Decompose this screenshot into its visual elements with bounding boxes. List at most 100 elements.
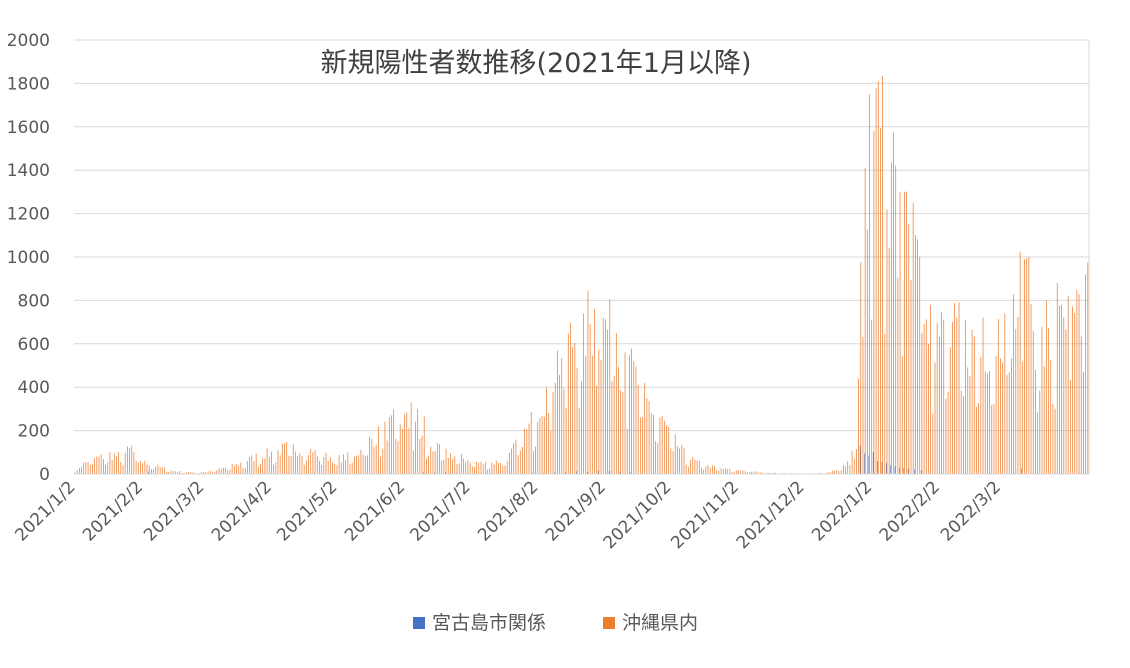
bar-okinawa	[581, 381, 582, 474]
bar-okinawa	[670, 448, 672, 474]
bar-okinawa	[430, 446, 432, 474]
bar-okinawa	[666, 425, 667, 474]
bar-okinawa	[240, 462, 242, 474]
y-tick-label: 200	[18, 422, 50, 442]
bar-okinawa	[862, 336, 864, 474]
bar-okinawa	[314, 450, 316, 474]
bar-okinawa	[941, 312, 942, 474]
bar-okinawa	[613, 376, 615, 474]
bar-okinawa	[116, 456, 117, 474]
bar-okinawa	[847, 461, 849, 474]
bar-okinawa	[633, 361, 635, 474]
bar-okinawa	[441, 460, 443, 474]
bar-okinawa	[720, 468, 722, 474]
bar-okinawa	[888, 247, 890, 474]
bar-okinawa	[78, 467, 80, 474]
bar-okinawa	[1069, 380, 1071, 474]
bar-okinawa	[1063, 317, 1065, 474]
bar-okinawa	[836, 470, 838, 474]
bar-okinawa	[934, 362, 936, 474]
bar-miyako	[859, 445, 861, 474]
bar-okinawa	[360, 449, 362, 474]
bar-okinawa	[295, 451, 296, 474]
bar-okinawa	[212, 472, 213, 474]
bar-okinawa	[672, 451, 674, 474]
legend-label-miyako: 宮古島市関係	[432, 612, 546, 634]
bar-okinawa	[1080, 336, 1082, 474]
bar-okinawa	[454, 456, 456, 474]
bar-okinawa	[419, 438, 421, 474]
bar-okinawa	[677, 446, 678, 474]
bar-okinawa	[358, 455, 360, 474]
bar-okinawa	[185, 472, 187, 474]
bar-okinawa	[107, 462, 109, 474]
bar-miyako	[104, 472, 106, 474]
bar-okinawa	[631, 348, 632, 474]
bar-okinawa	[395, 438, 397, 474]
bar-okinawa	[177, 471, 178, 474]
y-axis-ticks: 0 200 400 600 800 1000 1200 1400 1600 1800 2000	[7, 31, 50, 485]
y-tick-label: 800	[18, 291, 50, 311]
bar-okinawa	[349, 463, 351, 474]
bar-okinawa	[1085, 274, 1086, 474]
bar-okinawa	[687, 467, 689, 474]
bar-okinawa	[522, 446, 523, 474]
bar-okinawa	[882, 75, 883, 475]
bar-okinawa	[967, 367, 969, 474]
bar-okinawa	[605, 319, 606, 474]
bar-okinawa	[543, 416, 545, 474]
y-tick-label: 2000	[7, 31, 50, 51]
bar-okinawa	[301, 456, 303, 474]
bar-okinawa	[965, 319, 966, 474]
bar-okinawa	[574, 342, 576, 474]
bar-okinawa	[223, 467, 224, 474]
bar-okinawa	[233, 465, 235, 474]
bar-okinawa	[755, 471, 757, 474]
bar-okinawa	[327, 460, 329, 474]
bar-okinawa	[340, 462, 342, 474]
bar-okinawa	[238, 465, 240, 474]
bar-okinawa	[749, 472, 750, 474]
bar-okinawa	[1045, 300, 1047, 474]
bar-okinawa	[954, 302, 956, 474]
bar-okinawa	[142, 463, 144, 474]
bar-okinawa	[277, 450, 279, 474]
bar-okinawa	[336, 465, 338, 474]
bar-okinawa	[1013, 294, 1014, 474]
bar-okinawa	[489, 468, 491, 474]
bar-okinawa	[917, 239, 918, 474]
bar-okinawa	[768, 472, 770, 474]
bar-okinawa	[471, 466, 473, 474]
bar-okinawa	[332, 462, 333, 474]
bar-okinawa	[735, 470, 737, 474]
bar-okinawa	[417, 408, 419, 474]
x-tick-label: 2021/9/2	[542, 477, 610, 545]
bar-okinawa	[1002, 362, 1004, 474]
bar-okinawa	[484, 461, 486, 474]
bar-okinawa	[692, 456, 694, 474]
bar-okinawa	[81, 466, 82, 474]
bar-okinawa	[279, 455, 281, 474]
bar-okinawa	[382, 449, 384, 474]
bar-okinawa	[578, 407, 580, 474]
bar-okinawa	[880, 127, 881, 474]
bar-okinawa	[281, 443, 283, 474]
bar-okinawa	[157, 464, 159, 474]
bar-okinawa	[76, 470, 78, 474]
bar-okinawa	[268, 456, 270, 474]
bars	[74, 75, 1089, 475]
bar-miyako	[423, 472, 424, 474]
bar-okinawa	[842, 465, 844, 474]
bar-okinawa	[1087, 262, 1089, 474]
bar-okinawa	[663, 420, 665, 474]
bar-okinawa	[864, 168, 866, 474]
bar-okinawa	[655, 441, 656, 474]
bar-okinawa	[354, 456, 355, 474]
x-tick-label: 2022/1/2	[808, 477, 876, 545]
y-tick-label: 0	[39, 465, 50, 485]
bar-okinawa	[524, 428, 526, 474]
bar-okinawa	[694, 459, 696, 474]
bar-okinawa	[936, 323, 938, 474]
bar-okinawa	[576, 367, 578, 474]
bar-okinawa	[740, 471, 742, 474]
